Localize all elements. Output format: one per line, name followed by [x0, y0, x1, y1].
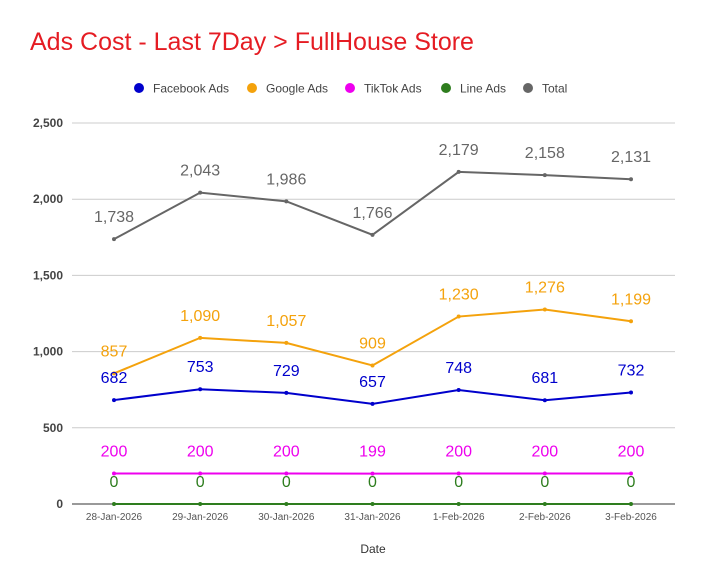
facebook-ads-point [456, 388, 461, 393]
legend-label: TikTok Ads [364, 82, 422, 96]
y-tick-label: 2,000 [33, 192, 63, 206]
y-tick-label: 1,000 [33, 345, 63, 359]
tiktok-ads-point [456, 471, 461, 476]
total-point [370, 232, 375, 237]
tiktok-ads-data-label: 200 [618, 444, 645, 461]
tiktok-ads-data-label: 200 [273, 444, 300, 461]
legend-label: Google Ads [266, 82, 328, 96]
x-tick-label: 1-Feb-2026 [433, 512, 485, 523]
facebook-ads-point [284, 390, 289, 395]
x-tick-label: 28-Jan-2026 [86, 512, 143, 523]
facebook-ads-data-label: 753 [187, 359, 214, 376]
x-axis-title: Date [360, 542, 386, 556]
total-point [284, 199, 289, 204]
total-point [629, 177, 633, 182]
tiktok-ads-point [284, 471, 289, 476]
google-ads-point [198, 335, 203, 340]
facebook-ads-data-label: 748 [445, 360, 472, 377]
google-ads-point [542, 307, 547, 312]
line-ads-data-label: 0 [627, 474, 636, 491]
tiktok-ads-data-label: 200 [187, 444, 214, 461]
line-ads-data-label: 0 [110, 474, 119, 491]
x-tick-label: 31-Jan-2026 [344, 512, 401, 523]
line-ads-point [284, 502, 289, 506]
tiktok-ads-data-label: 200 [101, 444, 128, 461]
google-ads-data-label: 857 [101, 343, 128, 360]
line-ads-data-label: 0 [282, 474, 291, 491]
x-tick-label: 30-Jan-2026 [258, 512, 315, 523]
tiktok-ads-data-label: 200 [531, 444, 558, 461]
facebook-ads-data-label: 657 [359, 374, 386, 391]
total-data-label: 2,043 [180, 163, 220, 180]
facebook-ads-point [370, 401, 375, 406]
tiktok-ads-point [542, 471, 547, 476]
line-ads-data-label: 0 [454, 474, 463, 491]
legend-label: Line Ads [460, 82, 506, 96]
line-ads-point [542, 502, 547, 506]
facebook-ads-data-label: 729 [273, 363, 300, 380]
google-ads-point [284, 340, 289, 345]
line-ads-point [198, 502, 203, 506]
total-data-label: 1,766 [352, 205, 392, 222]
total-point [542, 173, 547, 178]
x-tick-label: 3-Feb-2026 [605, 512, 657, 523]
total-point [112, 237, 116, 242]
total-data-label: 1,738 [94, 209, 134, 226]
legend-marker [523, 83, 533, 93]
total-data-label: 2,131 [611, 149, 651, 166]
tiktok-ads-point [198, 471, 203, 476]
facebook-ads-point [198, 387, 203, 392]
total-data-label: 1,986 [266, 171, 306, 188]
line-ads-point [112, 502, 116, 506]
y-tick-label: 1,500 [33, 268, 63, 282]
tiktok-ads-data-label: 199 [359, 444, 386, 461]
legend-marker [441, 83, 451, 93]
facebook-ads-point [629, 390, 633, 395]
y-tick-label: 0 [56, 497, 63, 511]
google-ads-data-label: 1,090 [180, 308, 220, 325]
line-ads-point [370, 502, 375, 506]
google-ads-point [629, 319, 633, 324]
facebook-ads-data-label: 681 [531, 370, 558, 387]
facebook-ads-point [542, 398, 547, 403]
x-tick-label: 29-Jan-2026 [172, 512, 229, 523]
facebook-ads-data-label: 682 [101, 370, 128, 387]
tiktok-ads-point [112, 471, 116, 476]
legend-label: Facebook Ads [153, 82, 229, 96]
tiktok-ads-point [629, 471, 633, 476]
google-ads-point [456, 314, 461, 319]
total-point [456, 169, 461, 174]
legend-label: Total [542, 82, 567, 96]
total-data-label: 2,158 [525, 145, 565, 162]
tiktok-ads-point [370, 471, 375, 476]
line-ads-data-label: 0 [368, 474, 377, 491]
y-tick-label: 2,500 [33, 116, 63, 130]
google-ads-data-label: 1,199 [611, 291, 651, 308]
legend-marker [134, 83, 144, 93]
line-ads-data-label: 0 [540, 474, 549, 491]
google-ads-data-label: 1,057 [266, 313, 306, 330]
x-tick-label: 2-Feb-2026 [519, 512, 571, 523]
chart-title: Ads Cost - Last 7Day > FullHouse Store [30, 28, 474, 56]
line-ads-point [456, 502, 461, 506]
google-ads-point [370, 363, 375, 368]
total-data-label: 2,179 [439, 142, 479, 159]
google-ads-data-label: 1,230 [439, 287, 479, 304]
google-ads-data-label: 909 [359, 335, 386, 352]
google-ads-point [112, 371, 116, 376]
facebook-ads-data-label: 732 [618, 362, 645, 379]
line-ads-data-label: 0 [196, 474, 205, 491]
legend-marker [345, 83, 355, 93]
line-ads-point [629, 502, 633, 506]
tiktok-ads-data-label: 200 [445, 444, 472, 461]
legend-marker [247, 83, 257, 93]
facebook-ads-line [113, 388, 632, 405]
facebook-ads-point [112, 398, 116, 403]
total-point [198, 190, 203, 195]
y-tick-label: 500 [43, 421, 63, 435]
google-ads-data-label: 1,276 [525, 280, 565, 297]
